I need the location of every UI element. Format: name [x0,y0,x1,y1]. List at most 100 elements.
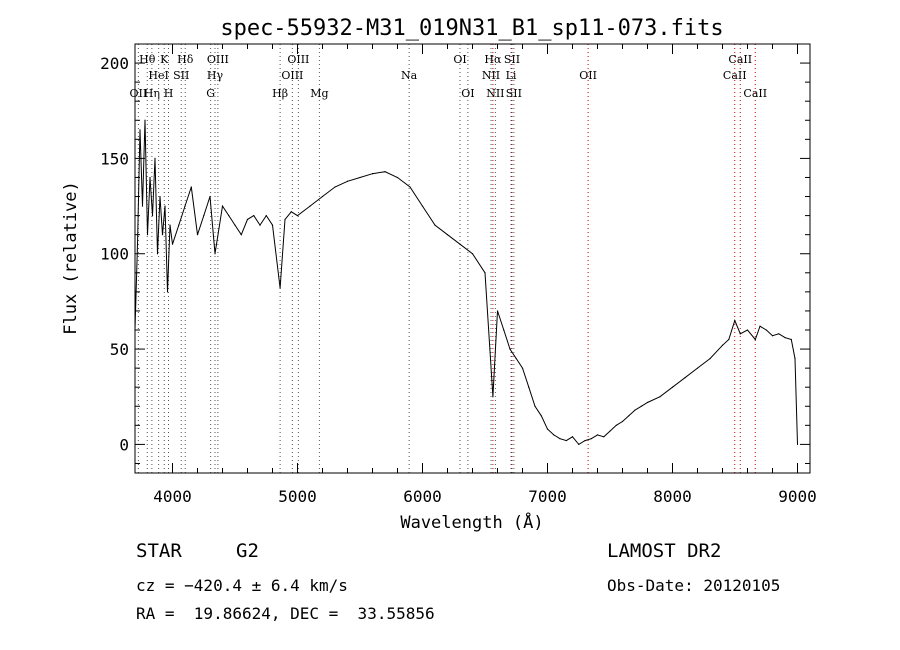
data-point [296,215,299,217]
data-point [169,224,171,226]
data-point [196,234,199,236]
spectrum-series [134,119,799,446]
data-point [271,224,274,226]
x-tick-label: 5000 [278,487,317,506]
data-point [139,129,141,131]
data-point [754,338,756,341]
data-point [709,358,711,360]
data-point [421,205,424,207]
spectral-line-label: Hα [484,53,502,66]
data-point [178,224,180,226]
data-point [290,211,292,213]
data-point [621,420,624,423]
spectral-line-label: OI [461,87,474,100]
data-point [203,215,205,217]
data-point [496,310,499,312]
spectral-line-label: SII [506,87,522,100]
data-point [240,234,242,236]
data-point [359,176,361,179]
plot-frame [134,43,811,474]
spectral-line-label: NII [486,87,504,100]
data-point [309,205,311,207]
spectral-line-label: SII [173,69,189,82]
data-point [371,173,374,175]
data-point [284,218,286,221]
data-point [553,434,555,436]
data-point [603,436,605,438]
spectrum-line [134,120,798,446]
spectral-line-label: OI [453,53,466,66]
data-point [503,329,505,331]
data-point [434,224,436,226]
x-tick-label: 8000 [653,487,692,506]
data-point [534,405,536,407]
data-point [728,338,730,341]
data-point [471,253,474,255]
data-point [796,443,799,445]
spectral-line-label: SII [504,53,520,66]
data-point [634,409,636,411]
data-point [571,436,574,438]
ra-dec-coordinates: RA = 19.86624, DEC = 33.55856 [136,604,435,623]
data-point [136,243,139,245]
data-point [596,434,599,436]
spectral-line-label: OIII [287,53,309,66]
spectral-line-label: CaII [743,87,767,100]
data-point [546,428,549,430]
y-axis-label: Flux (relative) [61,181,81,335]
data-point [265,215,267,217]
spectral-line-label: CaII [728,53,752,66]
data-point [149,176,151,179]
data-point [696,367,699,369]
survey-name: LAMOST DR2 [607,540,722,562]
data-point [171,243,174,245]
data-point [578,443,580,445]
data-point [794,358,796,360]
data-point [584,439,586,442]
data-point [615,424,617,426]
data-point [671,386,674,388]
data-point [492,396,494,398]
y-tick-label: 50 [110,340,129,359]
data-point [446,234,449,236]
chart-title: spec-55932-M31_019N31_B1_sp11-073.fits [220,16,723,41]
data-point [565,439,567,442]
data-point [509,348,511,350]
spectral-line-label: Hθ [139,53,156,66]
spectral-line-label: K [160,53,169,66]
data-point [279,287,281,289]
data-point [790,338,792,341]
data-point [234,224,236,226]
data-point [659,396,661,398]
y-tick-label: 0 [119,435,129,454]
data-point [559,438,561,440]
data-point [515,358,517,360]
data-point [259,224,261,226]
spectral-line-label: OII [579,69,597,82]
object-class: STAR [136,540,182,562]
spectral-line-label: Hδ [177,53,194,66]
spectral-line-label: OII [130,87,148,100]
data-point [540,415,542,417]
spectral-line-label: Na [401,69,418,82]
data-point [384,171,386,173]
data-point [784,337,786,339]
data-point [646,401,649,404]
x-axis-label: Wavelength (Å) [400,511,543,533]
data-point [409,186,411,188]
data-point [190,186,192,188]
data-point [739,333,741,335]
x-tick-label: 6000 [403,487,442,506]
data-point [144,119,146,121]
spectral-line-label: Hβ [272,87,288,100]
data-point [321,195,324,198]
x-tick-label: 7000 [528,487,567,506]
data-point [759,325,761,327]
data-point [771,335,774,337]
data-point [166,291,169,293]
spectral-line-label: Mg [310,87,328,100]
data-point [253,215,255,217]
data-point [146,234,149,236]
data-point [151,215,154,217]
